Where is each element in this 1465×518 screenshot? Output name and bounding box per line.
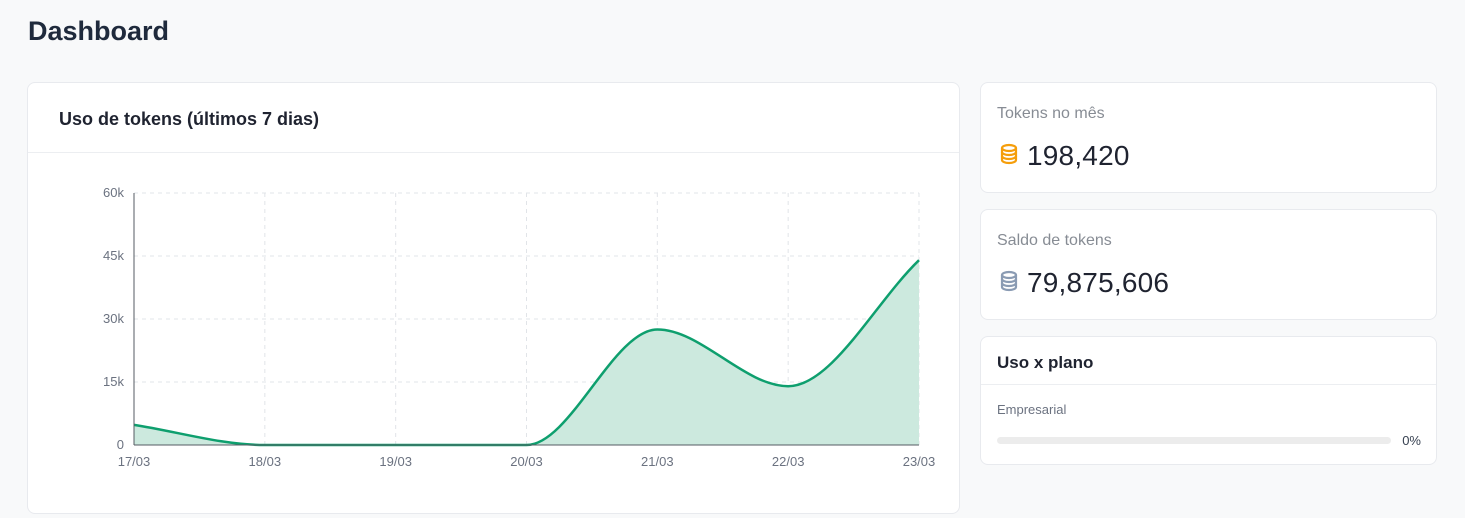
monthly-tokens-row: 198,420 xyxy=(999,140,1130,172)
plan-usage-title: Uso x plano xyxy=(997,353,1094,372)
plan-name: Empresarial xyxy=(997,402,1067,417)
plan-usage-progress xyxy=(997,437,1391,444)
plan-usage-card: Uso x plano Empresarial 0% xyxy=(980,336,1437,465)
monthly-tokens-label: Tokens no mês xyxy=(997,105,1105,122)
y-tick-label: 60k xyxy=(103,185,124,200)
x-tick-label: 18/03 xyxy=(249,454,282,469)
x-tick-label: 23/03 xyxy=(903,454,936,469)
page-title: Dashboard xyxy=(28,16,170,46)
area-fill xyxy=(134,260,919,445)
chart-card-header: Uso de tokens (últimos 7 dias) xyxy=(28,83,959,153)
y-tick-label: 30k xyxy=(103,311,124,326)
y-tick-label: 0 xyxy=(117,437,124,452)
monthly-tokens-card: Tokens no mês 198,420 xyxy=(980,82,1437,193)
database-icon xyxy=(999,270,1019,296)
plan-usage-header: Uso x plano xyxy=(981,337,1436,385)
coins-stack-icon xyxy=(999,143,1019,169)
chart-title: Uso de tokens (últimos 7 dias) xyxy=(59,109,320,129)
plan-usage-percent: 0% xyxy=(1402,433,1421,448)
token-balance-value: 79,875,606 xyxy=(1027,267,1170,298)
token-usage-chart-card: Uso de tokens (últimos 7 dias) 0 15k 30k 45… xyxy=(27,82,960,514)
token-balance-label: Saldo de tokens xyxy=(997,232,1112,249)
x-tick-label: 21/03 xyxy=(641,454,674,469)
token-balance-card: Saldo de tokens 79,875,606 xyxy=(980,209,1437,320)
x-tick-label: 17/03 xyxy=(118,454,151,469)
x-tick-label: 19/03 xyxy=(379,454,412,469)
y-tick-label: 45k xyxy=(103,248,124,263)
token-balance-row: 79,875,606 xyxy=(999,267,1169,299)
monthly-tokens-value: 198,420 xyxy=(1027,140,1130,171)
token-usage-chart: 0 15k 30k 45k 60k 17/03 18/03 19/03 20/03 21/03 22… xyxy=(103,185,936,469)
x-tick-label: 20/03 xyxy=(510,454,543,469)
y-tick-label: 15k xyxy=(103,374,124,389)
x-tick-label: 22/03 xyxy=(772,454,805,469)
